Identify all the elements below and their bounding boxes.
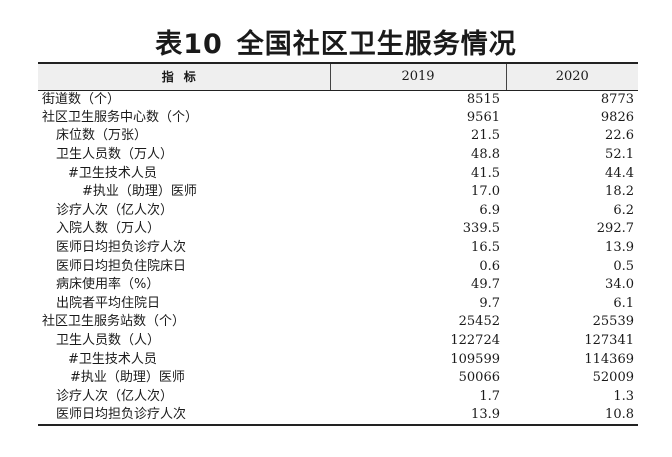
value-2019: 9.7 bbox=[479, 295, 500, 311]
table-row: #执业（助理）医师 50066 52009 bbox=[38, 369, 638, 388]
row-label: 社区卫生服务中心数（个） bbox=[42, 109, 199, 125]
value-2020: 34.0 bbox=[605, 277, 634, 293]
value-2020: 22.6 bbox=[605, 128, 634, 144]
row-label: 医师日均担负住院床日 bbox=[56, 258, 187, 274]
row-label: 诊疗人次（亿人次） bbox=[56, 202, 174, 218]
value-2020: 9826 bbox=[600, 109, 634, 125]
row-label: 入院人数（万人） bbox=[56, 221, 161, 237]
value-2020: 1.3 bbox=[613, 388, 634, 404]
table-row: 卫生人员数（万人） 48.8 52.1 bbox=[38, 146, 638, 165]
row-label: 出院者平均住院日 bbox=[56, 295, 161, 311]
value-2020: 127341 bbox=[584, 333, 634, 349]
table-row: 医师日均担负诊疗人次 13.9 10.8 bbox=[38, 406, 638, 427]
value-2019: 17.0 bbox=[471, 184, 500, 200]
value-2019: 41.5 bbox=[471, 165, 500, 181]
value-2020: 25539 bbox=[592, 314, 634, 330]
table-row: #执业（助理）医师 17.0 18.2 bbox=[38, 183, 638, 202]
value-2020: 52009 bbox=[592, 370, 634, 386]
table-row: 社区卫生服务中心数（个） 9561 9826 bbox=[38, 109, 638, 128]
table-row: 社区卫生服务站数（个） 25452 25539 bbox=[38, 313, 638, 332]
row-label: 社区卫生服务站数（个） bbox=[42, 314, 186, 330]
value-2019: 9561 bbox=[466, 109, 500, 125]
table-row: 卫生人员数（人） 122724 127341 bbox=[38, 332, 638, 351]
header-year-2019: 2019 bbox=[329, 62, 507, 91]
value-2019: 1.7 bbox=[479, 388, 500, 404]
table-row: 街道数（个） 8515 8773 bbox=[38, 90, 638, 109]
table-row: #卫生技术人员 41.5 44.4 bbox=[38, 164, 638, 183]
value-2020: 18.2 bbox=[605, 184, 634, 200]
row-label: 病床使用率（%） bbox=[56, 277, 160, 293]
row-label: #执业（助理）医师 bbox=[82, 184, 197, 200]
value-2020: 13.9 bbox=[605, 240, 634, 256]
table-header-row: 指标 2019 2020 bbox=[38, 62, 638, 91]
table-number: 表10 bbox=[155, 29, 223, 60]
row-label: #执业（助理）医师 bbox=[70, 370, 185, 386]
value-2019: 109599 bbox=[450, 351, 500, 367]
header-year-2020: 2020 bbox=[506, 62, 638, 91]
value-2019: 0.6 bbox=[479, 258, 500, 274]
value-2019: 8515 bbox=[466, 91, 500, 107]
table-row: 入院人数（万人） 339.5 292.7 bbox=[38, 220, 638, 239]
table-title: 表10 全国社区卫生服务情况 bbox=[0, 22, 672, 61]
value-2019: 25452 bbox=[458, 314, 500, 330]
table-row: 床位数（万张） 21.5 22.6 bbox=[38, 127, 638, 146]
value-2019: 50066 bbox=[458, 370, 500, 386]
row-label: #卫生技术人员 bbox=[68, 351, 157, 367]
value-2020: 52.1 bbox=[605, 147, 634, 163]
value-2020: 10.8 bbox=[506, 406, 638, 427]
value-2020: 292.7 bbox=[596, 221, 634, 237]
value-2019: 49.7 bbox=[471, 277, 500, 293]
value-2019: 122724 bbox=[450, 333, 500, 349]
row-label: 街道数（个） bbox=[42, 91, 121, 107]
row-label: 卫生人员数（人） bbox=[56, 333, 161, 349]
value-2019: 16.5 bbox=[471, 240, 500, 256]
value-2020: 114369 bbox=[584, 351, 634, 367]
table-row: #卫生技术人员 109599 114369 bbox=[38, 350, 638, 369]
table-row: 诊疗人次（亿人次） 1.7 1.3 bbox=[38, 388, 638, 407]
statistics-table: 指标 2019 2020 街道数（个） 8515 8773 社区卫生服务中心数（个）… bbox=[38, 62, 638, 427]
table-row: 病床使用率（%） 49.7 34.0 bbox=[38, 276, 638, 295]
value-2019: 48.8 bbox=[471, 147, 500, 163]
value-2020: 6.1 bbox=[613, 295, 634, 311]
value-2019: 339.5 bbox=[462, 221, 500, 237]
table-title-text: 全国社区卫生服务情况 bbox=[236, 29, 517, 60]
header-indicator: 指标 bbox=[38, 62, 330, 91]
value-2019: 6.9 bbox=[479, 202, 500, 218]
row-label: #卫生技术人员 bbox=[68, 165, 157, 181]
value-2019: 13.9 bbox=[330, 406, 506, 427]
value-2020: 44.4 bbox=[605, 165, 634, 181]
row-label: 诊疗人次（亿人次） bbox=[56, 388, 174, 404]
row-label: 医师日均担负诊疗人次 bbox=[38, 406, 330, 427]
row-label: 卫生人员数（万人） bbox=[56, 147, 174, 163]
table-row: 诊疗人次（亿人次） 6.9 6.2 bbox=[38, 202, 638, 221]
row-label: 医师日均担负诊疗人次 bbox=[56, 240, 187, 256]
value-2020: 6.2 bbox=[613, 202, 634, 218]
table-row: 医师日均担负住院床日 0.6 0.5 bbox=[38, 257, 638, 276]
row-label: 床位数（万张） bbox=[56, 128, 148, 144]
value-2020: 0.5 bbox=[613, 258, 634, 274]
table-row: 出院者平均住院日 9.7 6.1 bbox=[38, 295, 638, 314]
value-2019: 21.5 bbox=[471, 128, 500, 144]
table-row: 医师日均担负诊疗人次 16.5 13.9 bbox=[38, 239, 638, 258]
value-2020: 8773 bbox=[600, 91, 634, 107]
